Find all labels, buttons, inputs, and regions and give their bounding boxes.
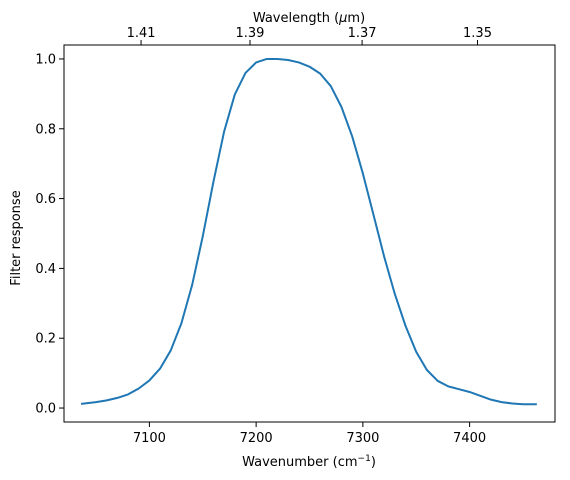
y-tick-label: 0.4 — [35, 262, 56, 277]
series-line-0 — [80, 57, 537, 406]
top-tick-label: 1.41 — [127, 26, 156, 41]
x-tick-label: 7300 — [346, 431, 379, 446]
top-tick-label: 1.39 — [236, 26, 265, 41]
top-x-axis: 1.41 1.39 1.37 1.35 — [127, 26, 492, 45]
top-axis-title: Wavelength (μm) — [253, 11, 365, 26]
x-axis-title-end: ) — [371, 455, 376, 470]
x-tick-label: 7100 — [133, 431, 166, 446]
bottom-x-axis: 7100 7200 7300 7400 — [133, 422, 486, 446]
top-axis-title-end: m) — [347, 11, 365, 26]
y-tick-label: 0.8 — [35, 122, 56, 137]
x-axis-title: Wavenumber (cm−1) — [242, 454, 376, 470]
x-tick-label: 7400 — [453, 431, 486, 446]
y-tick-label: 0.0 — [35, 402, 56, 417]
top-tick-label: 1.35 — [463, 26, 492, 41]
y-tick-label: 0.2 — [35, 332, 56, 347]
plot-frame — [63, 44, 556, 423]
x-axis-title-superscript: −1 — [358, 454, 371, 464]
y-tick-label: 0.6 — [35, 192, 56, 207]
y-axis-title: Filter response — [9, 190, 24, 285]
top-axis-title-mu: μ — [338, 11, 347, 26]
y-axis: 0.0 0.2 0.4 0.6 0.8 1.0 — [35, 52, 64, 417]
top-tick-label: 1.37 — [348, 26, 377, 41]
y-tick-label: 1.0 — [35, 52, 56, 67]
plot-area — [63, 44, 556, 423]
x-tick-label: 7200 — [240, 431, 273, 446]
